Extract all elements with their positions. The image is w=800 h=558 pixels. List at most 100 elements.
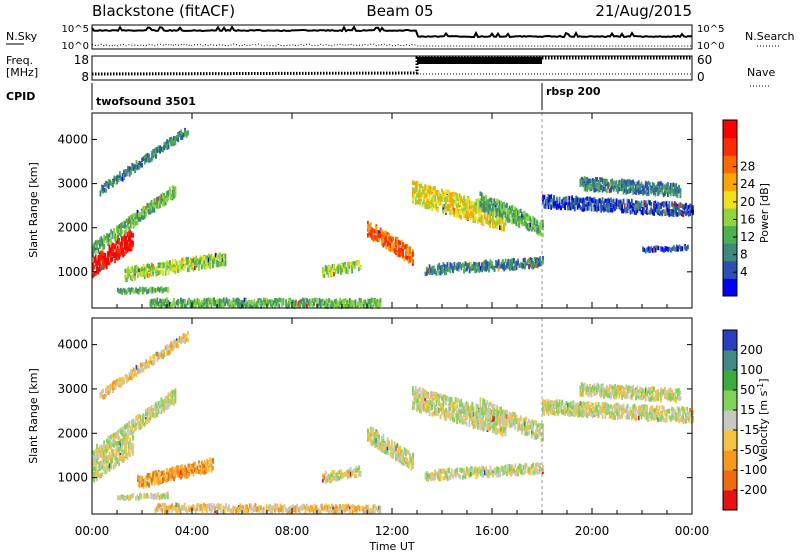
colorbar-segment [723,261,737,279]
data-cell [658,246,660,251]
data-cell [559,197,561,202]
nave-tick-top: 60 [697,53,712,67]
data-cell [150,356,152,361]
data-cell [621,204,623,209]
data-cell [132,445,134,450]
data-cell [194,462,196,467]
velocity-data-cells [92,331,694,515]
colorbar-segment [723,243,737,261]
data-cell [184,503,186,508]
cpid-mode-2: rbsp 200 [546,85,601,98]
data-cell [631,199,633,204]
noise-sky-line [92,27,692,37]
data-cell [536,220,538,225]
data-cell [132,435,134,440]
data-cell [489,223,491,228]
data-cell [175,186,177,191]
data-cell [518,223,520,228]
data-cell [478,262,480,267]
data-cell [351,269,353,274]
data-cell [130,170,132,175]
data-cell [283,298,285,303]
data-cell [624,203,626,208]
data-cell [516,265,518,270]
colorbar-segment [723,120,737,138]
data-cell [187,331,189,336]
data-cell [132,241,134,246]
data-cell [119,171,121,176]
freq-panel-frame [92,56,692,80]
data-cell [437,208,439,213]
data-cell [162,270,164,275]
data-cell [616,180,618,185]
colorbar-segment [723,226,737,244]
data-cell [568,196,570,201]
data-cell [212,264,214,269]
data-cell [184,300,186,305]
colorbar-segment [723,173,737,191]
date-label: 21/Aug/2015 [595,2,692,20]
data-cell [347,269,349,274]
y-tick-label: 2000 [57,221,88,235]
data-cell [550,194,552,199]
data-cell [409,246,411,251]
data-cell [412,259,414,264]
data-cell [145,213,147,218]
data-cell [212,458,214,463]
freq-panel: Freq. [MHz] 18 8 60 0 Nave [6,53,775,86]
data-cell [491,261,493,266]
data-cell [111,459,113,464]
data-cell [128,422,130,427]
beam-label: Beam 05 [366,2,433,20]
noise-right-tick-top: 10^5 [697,24,724,35]
data-cell [126,228,128,233]
data-cell [380,298,382,303]
power-data-cells [92,128,694,309]
data-cell [503,227,505,232]
data-cell [169,190,171,195]
data-cell [511,205,513,210]
data-cell [181,464,183,469]
data-cell [130,224,132,229]
data-cell [434,186,436,191]
data-cell [175,193,177,198]
data-cell [641,203,643,208]
data-cell [208,468,210,473]
cpid-label: CPID [6,90,35,103]
data-cell [121,241,123,246]
data-cell [681,246,683,251]
data-cell [498,260,500,265]
data-cell [121,230,123,235]
data-cell [105,188,107,193]
data-cell [175,399,177,404]
data-cell [539,256,541,261]
data-cell [360,266,362,271]
data-cell [225,262,227,267]
colorbar-segment [723,190,737,208]
noise-search-line [92,44,692,46]
data-cell [355,299,357,304]
data-cell [167,495,169,500]
data-cell [588,206,590,211]
data-cell [187,131,189,136]
data-cell [148,483,150,488]
y-tick-label: 1000 [57,265,88,279]
freq-line [92,58,692,74]
data-cell [358,260,360,265]
data-cell [198,266,200,271]
data-cell [646,204,648,209]
data-cell [188,268,190,273]
data-cell [492,212,494,217]
data-cell [447,262,449,267]
data-cell [123,380,125,385]
data-cell [506,203,508,208]
data-cell [102,389,104,394]
noise-search-label: N.Search [745,30,795,43]
data-cell [650,202,652,207]
noise-left-tick-bottom: 10^0 [62,41,89,52]
colorbar-tick-label: 12 [740,230,755,244]
data-cell [502,219,504,224]
